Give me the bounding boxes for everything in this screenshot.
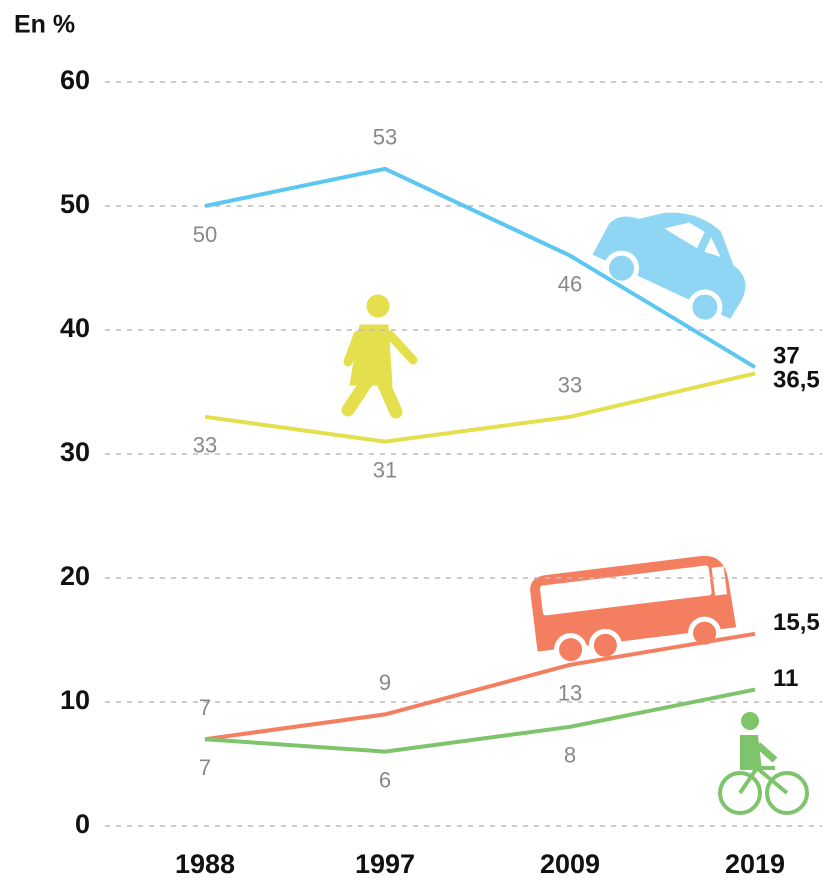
value-label: 37 [773,343,800,370]
x-tick-label: 1988 [175,849,235,879]
x-tick-label: 2009 [540,849,600,879]
line-series [204,371,756,444]
y-tick-label: 0 [75,809,90,839]
x-tick-label: 2019 [725,849,785,879]
bus-icon [530,555,737,667]
value-label: 11 [773,665,798,692]
value-label: 36,5 [773,367,820,394]
value-label: 9 [379,670,391,695]
value-label: 53 [373,125,397,150]
car-icon [592,212,746,325]
value-label: 6 [379,767,391,792]
value-label: 33 [558,373,582,398]
value-label: 46 [558,271,582,296]
y-axis-label: En % [14,11,75,39]
line-series [204,631,756,742]
value-label: 13 [558,681,582,706]
value-label: 7 [199,695,211,720]
pedestrian-icon [341,294,418,419]
value-label: 33 [193,433,217,458]
y-tick-label: 50 [60,189,90,219]
cyclist-icon [718,712,809,815]
value-label: 7 [199,755,211,780]
line-series [204,687,756,754]
line-series [204,166,757,369]
y-tick-label: 60 [60,65,90,95]
value-label: 8 [564,743,576,768]
value-label: 15,5 [773,609,820,636]
y-tick-label: 20 [60,561,90,591]
y-tick-label: 40 [60,313,90,343]
x-tick-label: 1997 [355,849,415,879]
y-tick-label: 10 [60,685,90,715]
value-label: 50 [193,222,217,247]
y-tick-label: 30 [60,437,90,467]
value-label: 31 [373,457,397,482]
